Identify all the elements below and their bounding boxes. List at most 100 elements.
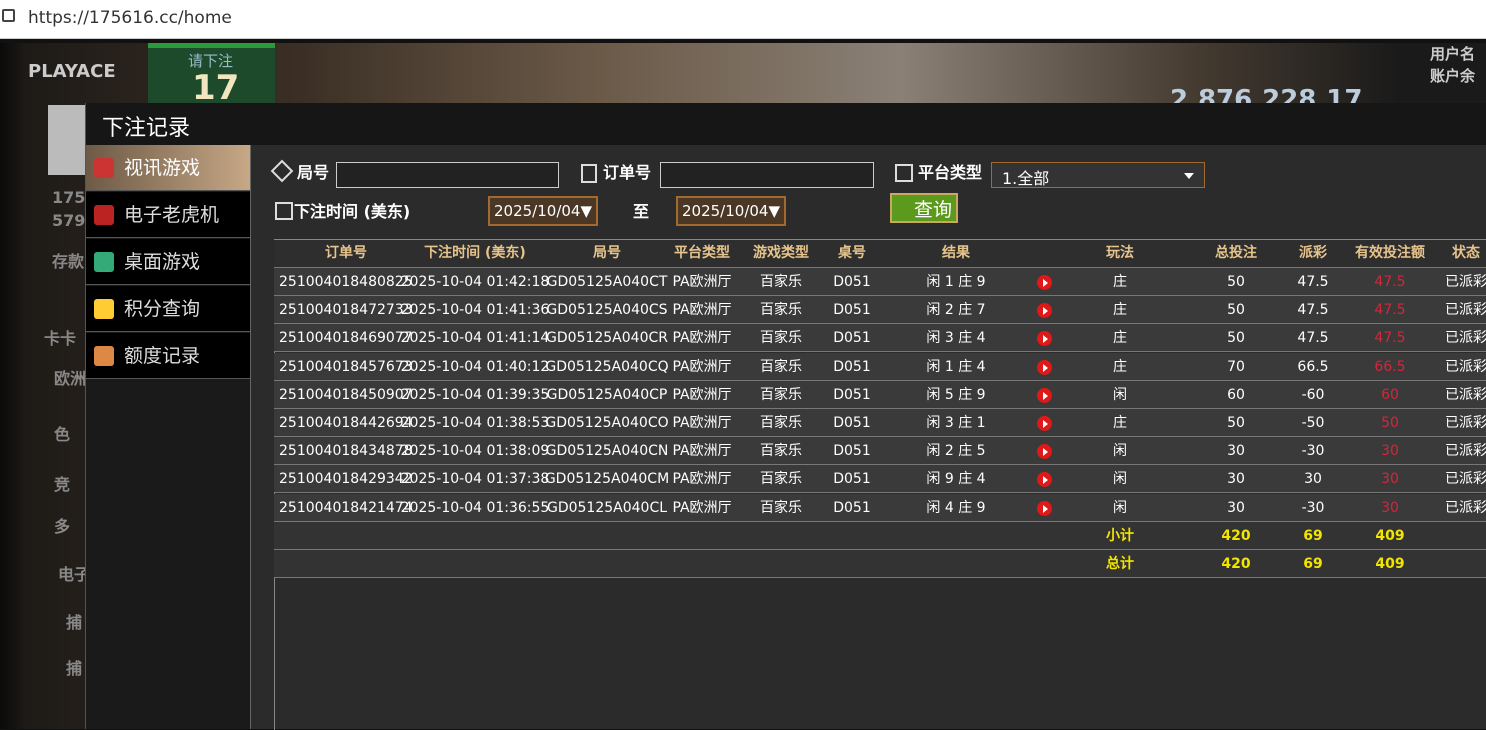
table-cell: 2025-10-04 01:42:18	[400, 274, 550, 290]
table-cell: 2025-10-04 01:39:35	[400, 386, 550, 403]
table-cell: 47.5	[1374, 330, 1406, 347]
table-row	[274, 409, 1486, 437]
table-row	[274, 296, 1486, 325]
table-cell: 30	[1381, 443, 1399, 460]
table-cell: 百家乐	[760, 274, 802, 290]
column-header: 游戏类型	[753, 245, 809, 261]
table-cell: 已派彩	[1445, 443, 1486, 460]
table-cell: PA欧洲厅	[672, 499, 732, 516]
logo: PLAYACE	[28, 61, 116, 82]
table-cell: 闲	[1113, 386, 1127, 403]
platform-icon	[895, 164, 913, 182]
order-input[interactable]	[660, 162, 874, 188]
table-cell: D051	[833, 415, 871, 431]
background-text: 存款	[52, 252, 85, 271]
column-header: 派彩	[1299, 245, 1327, 261]
table-cell: 闲 4 庄 9	[926, 499, 986, 516]
table-cell: 47.5	[1297, 330, 1329, 347]
table-cell: 251004018421474	[279, 499, 413, 516]
order-label: 订单号	[603, 163, 652, 182]
modal-title: 下注记录	[102, 116, 191, 141]
background-text: 捕	[66, 613, 83, 632]
date-from[interactable]: 2025/10/04▼	[488, 196, 598, 226]
query-button[interactable]: 查询	[890, 193, 958, 223]
table-cell: 百家乐	[760, 499, 802, 516]
table-cell: PA欧洲厅	[672, 330, 732, 347]
table-cell: PA欧洲厅	[672, 415, 732, 431]
table-cell: 庄	[1113, 358, 1127, 375]
title-bar: 下注记录	[86, 103, 1486, 145]
summary-cell: 409	[1375, 527, 1405, 544]
table-cell: 2025-10-04 01:36:55	[400, 499, 550, 516]
table-cell: 闲 1 庄 4	[926, 358, 986, 375]
url[interactable]: https://175616.cc/home	[28, 8, 232, 28]
table-cell: 50	[1227, 415, 1245, 431]
table-cell: 百家乐	[760, 386, 802, 403]
table-cell: 已派彩	[1445, 302, 1486, 319]
summary-cell: 409	[1375, 556, 1405, 572]
table-cell: PA欧洲厅	[672, 302, 732, 319]
table-cell: 251004018434878	[279, 443, 413, 460]
sidebar-item[interactable]: 电子老虎机	[86, 192, 250, 238]
summary-cell: 69	[1303, 556, 1323, 572]
table-row	[274, 465, 1486, 494]
table-cell: 47.5	[1297, 302, 1329, 319]
table-cell: 百家乐	[760, 330, 802, 347]
play-triangle	[1043, 335, 1048, 344]
play-triangle	[1043, 420, 1048, 428]
table-cell: 闲 3 庄 1	[926, 415, 986, 431]
table-cell: 已派彩	[1445, 471, 1486, 488]
background-text: 色	[54, 425, 71, 444]
summary-cell: 小计	[1106, 527, 1134, 544]
to-label: 至	[633, 202, 650, 221]
table-cell: 闲 3 庄 4	[926, 330, 986, 347]
platform-select[interactable]: 1.全部	[991, 162, 1205, 188]
table-cell: D051	[833, 471, 871, 488]
round-label: 局号	[297, 163, 330, 182]
column-header: 平台类型	[674, 245, 730, 261]
column-header: 结果	[942, 245, 970, 261]
table-cell: -30	[1301, 499, 1325, 516]
table-cell: -30	[1301, 443, 1325, 460]
table-cell: 2025-10-04 01:38:09	[400, 443, 550, 460]
background-text: 579.	[52, 211, 92, 230]
table-cell: 庄	[1113, 274, 1127, 290]
browser-bar: https://175616.cc/home	[0, 0, 1486, 39]
platform-value: 1.全部	[1002, 169, 1050, 188]
dropdown-arrow	[1184, 173, 1194, 184]
summary-cell: 69	[1303, 527, 1323, 544]
table-cell: 2025-10-04 01:40:12	[400, 358, 550, 375]
table-row	[274, 380, 1486, 409]
table-cell: GD05125A040CM	[544, 471, 670, 488]
table-row	[274, 352, 1486, 381]
table-cell: PA欧洲厅	[672, 386, 732, 403]
table-cell: 2025-10-04 01:37:38	[400, 471, 550, 488]
table-cell: 50	[1227, 274, 1245, 290]
sidebar-icon	[94, 346, 114, 366]
table-cell: D051	[833, 358, 871, 375]
round-input[interactable]	[336, 162, 559, 188]
table-cell: 30	[1381, 499, 1399, 516]
time-label: 下注时间 (美东)	[294, 202, 411, 221]
column-header: 玩法	[1106, 245, 1134, 261]
background-text: 竞	[54, 475, 71, 494]
play-triangle	[1043, 448, 1048, 457]
date-to[interactable]: 2025/10/04▼	[676, 196, 786, 226]
table-cell: 庄	[1113, 302, 1127, 319]
column-header: 订单号	[325, 245, 367, 261]
table-cell: PA欧洲厅	[672, 443, 732, 460]
table-cell: 70	[1227, 358, 1245, 375]
table-cell: GD05125A040CN	[545, 443, 669, 460]
order-icon	[581, 164, 597, 183]
background-text: 捕	[66, 659, 83, 678]
table-cell: 251004018469077	[279, 330, 413, 347]
play-triangle	[1043, 476, 1048, 485]
table-cell: 30	[1227, 471, 1245, 488]
table-cell: PA欧洲厅	[672, 358, 732, 375]
table-cell: D051	[833, 330, 871, 347]
table-cell: PA欧洲厅	[672, 471, 732, 488]
table-cell: D051	[833, 443, 871, 460]
calendar-icon	[275, 202, 293, 220]
sidebar-icon	[94, 299, 114, 319]
